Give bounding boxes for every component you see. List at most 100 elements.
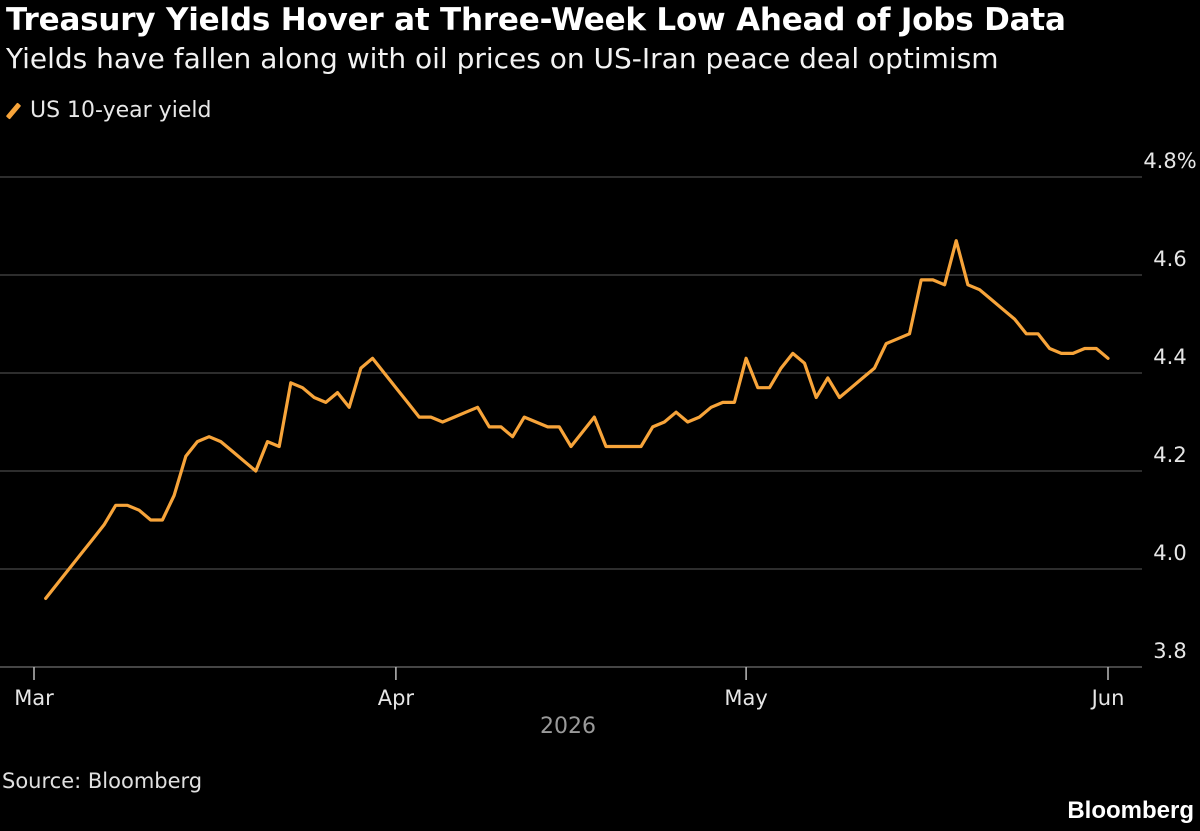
data-point: [1060, 352, 1063, 355]
data-point: [173, 494, 176, 497]
data-point: [1107, 357, 1110, 360]
data-point: [476, 406, 479, 409]
data-point: [885, 342, 888, 345]
data-point: [616, 445, 619, 448]
data-point: [896, 337, 899, 340]
data-point: [91, 538, 94, 541]
y-tick-label: 4.6: [1153, 247, 1186, 271]
data-point: [149, 519, 152, 522]
legend: US 10-year yield: [5, 98, 212, 123]
data-point: [558, 425, 561, 428]
data-point: [126, 504, 129, 507]
bloomberg-logo: Bloomberg: [1067, 797, 1194, 824]
chart-title: Treasury Yields Hover at Three-Week Low …: [6, 2, 1066, 38]
y-tick-label: 4.8%: [1143, 149, 1196, 173]
data-point: [394, 386, 397, 389]
data-point: [733, 401, 736, 404]
data-point: [780, 367, 783, 370]
data-point: [441, 421, 444, 424]
data-point: [698, 416, 701, 419]
data-point: [1048, 347, 1051, 350]
data-point: [418, 416, 421, 419]
data-point: [605, 445, 608, 448]
data-point: [359, 367, 362, 370]
data-point: [1072, 352, 1075, 355]
data-point: [920, 278, 923, 281]
data-point: [791, 352, 794, 355]
data-point: [908, 332, 911, 335]
data-point: [138, 509, 141, 512]
y-tick-label: 4.4: [1153, 345, 1186, 369]
data-point: [161, 519, 164, 522]
x-tick-label-mar: Mar: [14, 686, 54, 710]
data-point: [114, 504, 117, 507]
chart-subtitle: Yields have fallen along with oil prices…: [6, 42, 999, 75]
data-point: [745, 357, 748, 360]
data-point: [1095, 347, 1098, 350]
data-point: [756, 386, 759, 389]
data-point: [383, 372, 386, 375]
data-point: [570, 445, 573, 448]
data-point: [266, 440, 269, 443]
data-point: [686, 421, 689, 424]
data-point: [44, 597, 47, 600]
data-point: [429, 416, 432, 419]
data-point: [815, 396, 818, 399]
data-point: [581, 430, 584, 433]
x-year-label: 2026: [540, 714, 596, 739]
data-point: [955, 239, 958, 242]
data-point: [453, 416, 456, 419]
data-point: [850, 386, 853, 389]
legend-label-us-10-year-yield: US 10-year yield: [30, 98, 212, 123]
data-point: [196, 440, 199, 443]
data-point: [931, 278, 934, 281]
x-tick-label-apr: Apr: [378, 686, 415, 710]
data-point: [640, 445, 643, 448]
data-point: [184, 455, 187, 458]
data-point: [721, 401, 724, 404]
data-point: [68, 568, 71, 571]
data-point: [675, 411, 678, 414]
data-point: [1025, 332, 1028, 335]
data-point: [523, 416, 526, 419]
data-point: [861, 376, 864, 379]
data-point: [219, 440, 222, 443]
data-point: [208, 435, 211, 438]
data-point: [546, 425, 549, 428]
data-point: [289, 381, 292, 384]
data-point: [1001, 308, 1004, 311]
y-tick-label: 3.8: [1153, 639, 1186, 663]
data-point: [254, 470, 257, 473]
y-tick-label: 4.2: [1153, 443, 1186, 467]
data-point: [301, 386, 304, 389]
data-point: [663, 421, 666, 424]
source-note: Source: Bloomberg: [2, 769, 203, 793]
series-line-us-10-year-yield: [44, 239, 1110, 601]
data-point: [488, 425, 491, 428]
data-point: [1013, 318, 1016, 321]
data-point: [79, 553, 82, 556]
data-point: [511, 435, 514, 438]
data-point: [103, 523, 106, 526]
data-point: [768, 386, 771, 389]
data-point: [803, 362, 806, 365]
data-point: [348, 406, 351, 409]
data-point: [978, 288, 981, 291]
data-point: [1083, 347, 1086, 350]
x-tick-label-may: May: [724, 686, 767, 710]
data-point: [966, 283, 969, 286]
data-point: [336, 391, 339, 394]
data-point: [535, 421, 538, 424]
data-point: [231, 450, 234, 453]
data-point: [838, 396, 841, 399]
data-point: [500, 425, 503, 428]
data-point: [56, 582, 59, 585]
data-point: [243, 460, 246, 463]
data-point: [943, 283, 946, 286]
y-tick-label: 4.0: [1153, 541, 1186, 565]
data-point: [324, 401, 327, 404]
data-point: [651, 425, 654, 428]
data-point: [593, 416, 596, 419]
data-point: [990, 298, 993, 301]
